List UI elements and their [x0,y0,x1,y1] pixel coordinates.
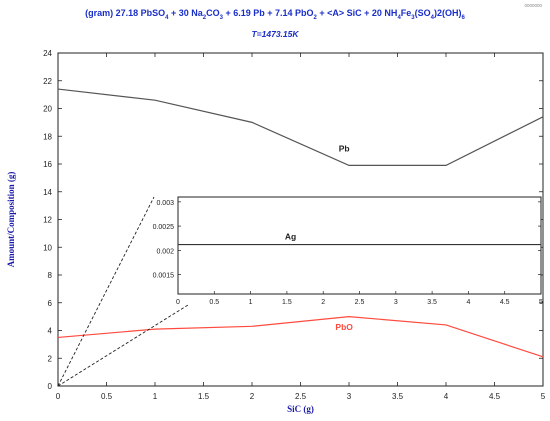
inset-y-tick-label: 0.0025 [153,224,175,231]
inset-plot: 0 0.5 1 1.5 2 2.5 3 3.5 4 4.5 5 0.0015 0.002 0.0025 0.… [57,196,543,387]
x-tick-label: 2.5 [295,392,307,401]
title-part: (SO [415,8,431,18]
y-tick-label: 8 [48,271,53,280]
inset-x-tick-label: 0 [176,299,180,306]
title-part: 4 [431,15,435,21]
title-part: + 6.19 Pb + 7.14 PbO [223,8,314,18]
series-label-pb: Pb [339,144,350,154]
y-tick-label: 0 [48,382,53,391]
title-part: 4 [165,15,169,21]
inset-x-tick-label: 2 [321,299,325,306]
title-part: 6 [462,15,466,21]
inset-x-tick-label: 0.5 [209,299,219,306]
title-part: Fe [401,8,412,18]
y-tick-label: 16 [43,160,52,169]
title-part: + 30 Na [169,8,204,18]
x-tick-label: 3.5 [392,392,404,401]
title-part: 2 [314,15,318,21]
y-tick-label: 24 [43,49,52,58]
zoom-guide-lower [57,304,189,387]
inset-x-tick-label: 4 [466,299,470,306]
main-plot: 0 0.5 1 1.5 2 2.5 3 3.5 4 4.5 50246810121416182022… [6,49,546,414]
inset-x-tick-label: 2.5 [355,299,365,306]
x-tick-label: 4 [444,392,449,401]
series-label-pbo: PbO [335,322,353,332]
y-tick-label: 18 [43,132,52,141]
series-line-pbo [57,316,544,358]
title-part: 4 [397,15,401,21]
y-tick-label: 22 [43,77,52,86]
inset-x-tick-label: 3 [394,299,398,306]
y-tick-label: 10 [43,243,52,252]
y-tick-label: 4 [48,327,53,336]
x-tick-label: 2 [250,392,255,401]
inset-x-tick-label: 3.5 [427,299,437,306]
x-tick-label: 0 [56,392,61,401]
title-part: 2 [203,15,207,21]
x-tick-label: 4.5 [489,392,501,401]
y-tick-label: 20 [43,105,52,114]
y-tick-label: 14 [43,188,52,197]
x-axis-title: SiC (g) [287,404,314,414]
inset-x-tick-label: 1.5 [282,299,292,306]
inset-x-tick-label: 4.5 [500,299,510,306]
x-tick-label: 1.5 [198,392,210,401]
title-part: )2(OH) [434,8,462,18]
series-label-ag: Ag [285,232,296,242]
corner-code: 0000000 [524,3,542,8]
temperature-label: T=1473.15K [251,29,299,39]
y-axis-title: Amount/Composition (g) [6,172,16,268]
title-part: 3 [220,15,224,21]
y-tick-label: 2 [48,354,53,363]
title-part: (gram) 27.18 PbSO [85,8,165,18]
inset-y-tick-label: 0.003 [156,200,174,207]
chart-title: (gram) 27.18 PbSO4 + 30 Na2CO3 + 6.19 Pb… [85,8,465,21]
title-part: + <A> SiC + 20 NH [317,8,398,18]
x-tick-label: 0.5 [101,392,113,401]
inset-frame [177,196,542,295]
x-tick-label: 3 [347,392,352,401]
inset-y-tick-label: 0.002 [156,248,174,255]
title-part: CO [206,8,220,18]
x-tick-label: 5 [541,392,546,401]
series-line-pb [57,88,544,166]
inset-x-tick-label: 1 [249,299,253,306]
y-tick-label: 6 [48,299,53,308]
inset-y-tick-label: 0.0015 [153,273,175,280]
inset-x-tick-label: 5 [539,299,543,306]
title-part: 3 [411,15,415,21]
x-tick-label: 1 [153,392,158,401]
y-tick-label: 12 [43,216,52,225]
zoom-guide-upper [57,196,155,387]
